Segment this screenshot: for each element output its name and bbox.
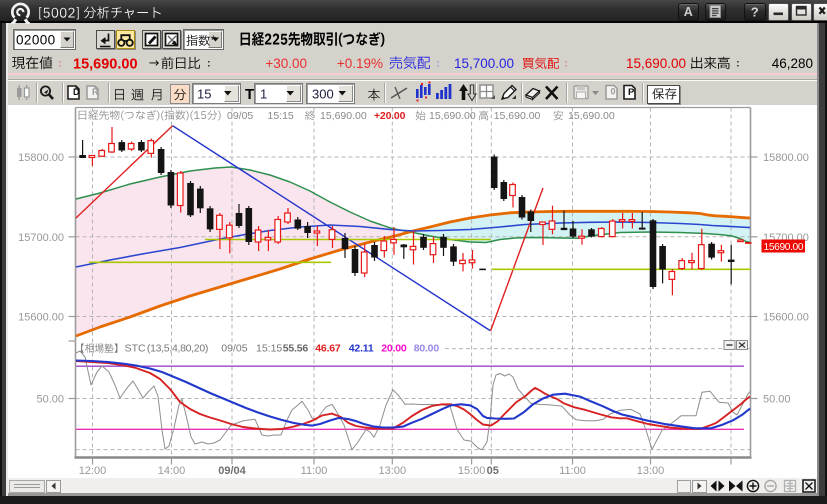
svg-text:11:00: 11:00 — [559, 465, 586, 477]
svg-text:13:00: 13:00 — [379, 465, 407, 477]
svg-text:15:15: 15:15 — [268, 110, 294, 122]
svg-text:50.00: 50.00 — [763, 394, 791, 406]
svg-text:02000: 02000 — [16, 33, 56, 48]
svg-text:46.67: 46.67 — [315, 343, 341, 355]
svg-text:15600.00: 15600.00 — [763, 312, 809, 324]
svg-text:20.00: 20.00 — [381, 343, 407, 355]
svg-text:15600.00: 15600.00 — [18, 312, 64, 324]
svg-text:0: 0 — [611, 87, 616, 97]
svg-text:15,700.00: 15,700.00 — [454, 56, 514, 71]
svg-text:15800.00: 15800.00 — [18, 152, 64, 164]
svg-text:P: P — [628, 87, 635, 98]
svg-text:50.00: 50.00 — [36, 394, 64, 406]
svg-text:46,280: 46,280 — [772, 56, 813, 71]
svg-text:09/05: 09/05 — [221, 343, 247, 355]
svg-text:09/05: 09/05 — [227, 110, 253, 122]
svg-text:15: 15 — [197, 87, 211, 102]
svg-text:05: 05 — [487, 465, 499, 477]
svg-text:80.00: 80.00 — [414, 343, 440, 355]
svg-text:+30.00: +30.00 — [265, 56, 307, 71]
svg-text:15,690.00: 15,690.00 — [73, 57, 138, 73]
svg-text::: : — [436, 58, 440, 70]
svg-text:A: A — [684, 5, 693, 19]
svg-text:300: 300 — [312, 87, 334, 102]
svg-text:14:00: 14:00 — [158, 465, 186, 477]
svg-text:STC: STC — [125, 343, 146, 355]
svg-text:55.56: 55.56 — [283, 343, 309, 355]
svg-text:15:00: 15:00 — [458, 465, 486, 477]
svg-text::: : — [564, 58, 568, 70]
svg-text:15700.00: 15700.00 — [18, 232, 64, 244]
svg-text:09/04: 09/04 — [218, 465, 246, 477]
svg-text:T: T — [245, 86, 254, 103]
svg-text:+20.00: +20.00 — [374, 110, 406, 122]
svg-text:15:15: 15:15 — [256, 343, 282, 355]
svg-text:R: R — [92, 87, 99, 97]
svg-text:15,690.00: 15,690.00 — [494, 110, 541, 122]
svg-text::: : — [58, 58, 62, 70]
svg-text:13:00: 13:00 — [637, 465, 665, 477]
svg-text:12:00: 12:00 — [79, 465, 107, 477]
svg-text:D: D — [73, 87, 80, 97]
svg-text:15,690.00: 15,690.00 — [320, 110, 367, 122]
svg-text:1: 1 — [260, 87, 267, 102]
svg-text:15,690.00: 15,690.00 — [429, 110, 476, 122]
svg-text::: : — [207, 58, 211, 70]
svg-text:?: ? — [751, 5, 759, 20]
svg-text:11:00: 11:00 — [301, 465, 328, 477]
svg-text:15690.00: 15690.00 — [764, 242, 804, 253]
svg-text:15,690.00: 15,690.00 — [626, 56, 686, 71]
svg-text:15,690.00: 15,690.00 — [568, 110, 615, 122]
svg-text:(13,5,4,80,20): (13,5,4,80,20) — [147, 343, 208, 355]
svg-text:42.11: 42.11 — [349, 343, 374, 355]
svg-text:+0.19%: +0.19% — [337, 56, 383, 71]
svg-text:15800.00: 15800.00 — [763, 152, 809, 164]
svg-text::: : — [736, 58, 740, 70]
